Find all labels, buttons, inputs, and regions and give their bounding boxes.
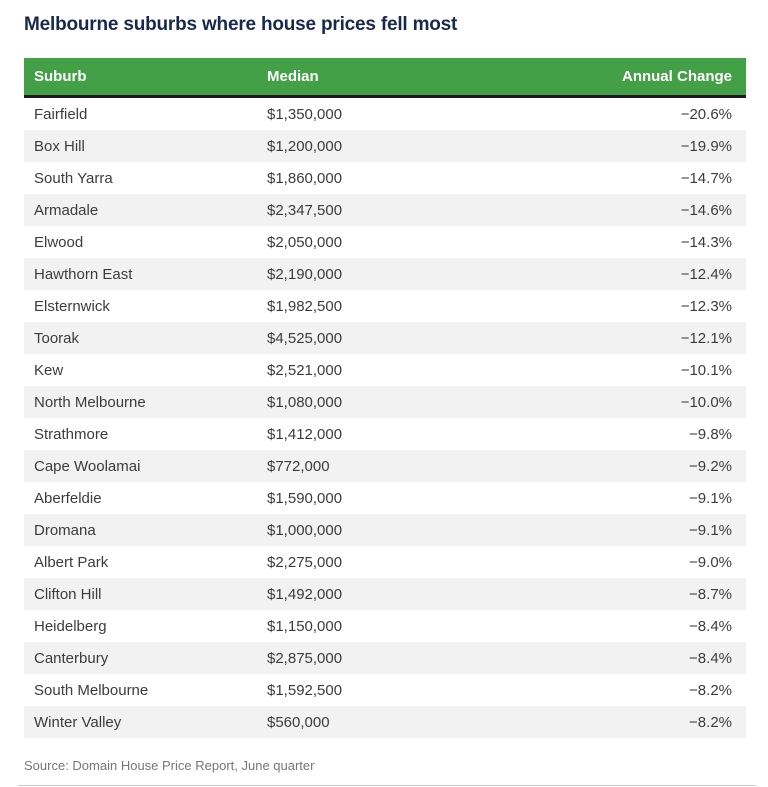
median-cell: $1,982,500 <box>267 297 343 315</box>
table-row: South Melbourne $1,592,500 −8.2% <box>24 674 746 706</box>
suburb-cell: North Melbourne <box>34 393 146 411</box>
median-cell: $4,525,000 <box>267 329 343 347</box>
suburb-cell: Strathmore <box>34 425 109 443</box>
suburb-cell: Box Hill <box>34 137 85 155</box>
suburb-cell: Fairfield <box>34 105 88 123</box>
median-cell: $1,412,000 <box>267 425 343 443</box>
table-row: South Yarra $1,860,000 −14.7% <box>24 162 746 194</box>
change-cell: −8.7% <box>689 585 732 603</box>
house-prices-table: Suburb Median Annual Change Fairfield $1… <box>24 58 746 738</box>
table-body: Fairfield $1,350,000 −20.6% Box Hill $1,… <box>24 98 746 738</box>
median-cell: $2,347,500 <box>267 201 343 219</box>
median-cell: $1,350,000 <box>267 105 343 123</box>
median-cell: $1,000,000 <box>267 521 343 539</box>
table-row: Kew $2,521,000 −10.1% <box>24 354 746 386</box>
suburb-cell: South Yarra <box>34 169 113 187</box>
suburb-cell: Albert Park <box>34 553 109 571</box>
header-cell-suburb: Suburb <box>34 68 87 85</box>
median-cell: $1,080,000 <box>267 393 343 411</box>
suburb-cell: Winter Valley <box>34 713 122 731</box>
source-note: Source: Domain House Price Report, June … <box>24 758 315 773</box>
table-row: Albert Park $2,275,000 −9.0% <box>24 546 746 578</box>
table-row: Box Hill $1,200,000 −19.9% <box>24 130 746 162</box>
suburb-cell: Aberfeldie <box>34 489 102 507</box>
table-row: Toorak $4,525,000 −12.1% <box>24 322 746 354</box>
suburb-cell: South Melbourne <box>34 681 149 699</box>
change-cell: −8.4% <box>689 617 732 635</box>
change-cell: −8.2% <box>689 713 732 731</box>
change-cell: −9.2% <box>689 457 732 475</box>
table-row: Heidelberg $1,150,000 −8.4% <box>24 610 746 642</box>
change-cell: −10.0% <box>680 393 732 411</box>
page-title: Melbourne suburbs where house prices fel… <box>24 14 458 35</box>
median-cell: $2,050,000 <box>267 233 343 251</box>
suburb-cell: Toorak <box>34 329 80 347</box>
median-cell: $1,492,000 <box>267 585 343 603</box>
table-row: North Melbourne $1,080,000 −10.0% <box>24 386 746 418</box>
change-cell: −12.1% <box>680 329 732 347</box>
change-cell: −9.1% <box>689 489 732 507</box>
change-cell: −14.7% <box>680 169 732 187</box>
median-cell: $2,275,000 <box>267 553 343 571</box>
suburb-cell: Cape Woolamai <box>34 457 141 475</box>
change-cell: −12.4% <box>680 265 732 283</box>
table-row: Aberfeldie $1,590,000 −9.1% <box>24 482 746 514</box>
suburb-cell: Kew <box>34 361 64 379</box>
table-header: Suburb Median Annual Change <box>24 58 746 98</box>
bottom-divider <box>18 785 756 786</box>
suburb-cell: Clifton Hill <box>34 585 102 603</box>
change-cell: −9.0% <box>689 553 732 571</box>
change-cell: −8.2% <box>689 681 732 699</box>
table-row: Armadale $2,347,500 −14.6% <box>24 194 746 226</box>
header-cell-annual-change: Annual Change <box>621 68 732 85</box>
median-cell: $2,875,000 <box>267 649 343 667</box>
table-row: Canterbury $2,875,000 −8.4% <box>24 642 746 674</box>
median-cell: $2,190,000 <box>267 265 343 283</box>
suburb-cell: Canterbury <box>34 649 109 667</box>
suburb-cell: Dromana <box>34 521 96 539</box>
table-row: Clifton Hill $1,492,000 −8.7% <box>24 578 746 610</box>
table-row: Strathmore $1,412,000 −9.8% <box>24 418 746 450</box>
change-cell: −12.3% <box>680 297 732 315</box>
median-cell: $1,590,000 <box>267 489 343 507</box>
change-cell: −9.1% <box>689 521 732 539</box>
suburb-cell: Armadale <box>34 201 99 219</box>
suburb-cell: Elwood <box>34 233 84 251</box>
change-cell: −8.4% <box>689 649 732 667</box>
suburb-cell: Hawthorn East <box>34 265 133 283</box>
table-row: Dromana $1,000,000 −9.1% <box>24 514 746 546</box>
change-cell: −19.9% <box>680 137 732 155</box>
table-row: Elsternwick $1,982,500 −12.3% <box>24 290 746 322</box>
change-cell: −10.1% <box>680 361 732 379</box>
change-cell: −14.6% <box>680 201 732 219</box>
median-cell: $1,592,500 <box>267 681 343 699</box>
suburb-cell: Heidelberg <box>34 617 107 635</box>
median-cell: $2,521,000 <box>267 361 343 379</box>
change-cell: −14.3% <box>680 233 732 251</box>
header-cell-median: Median <box>267 68 319 85</box>
table-row: Hawthorn East $2,190,000 −12.4% <box>24 258 746 290</box>
median-cell: $772,000 <box>267 457 330 475</box>
suburb-cell: Elsternwick <box>34 297 110 315</box>
median-cell: $1,860,000 <box>267 169 343 187</box>
median-cell: $560,000 <box>267 713 330 731</box>
table-row: Fairfield $1,350,000 −20.6% <box>24 98 746 130</box>
change-cell: −9.8% <box>689 425 732 443</box>
table-row: Cape Woolamai $772,000 −9.2% <box>24 450 746 482</box>
table-row: Winter Valley $560,000 −8.2% <box>24 706 746 738</box>
median-cell: $1,150,000 <box>267 617 343 635</box>
table-row: Elwood $2,050,000 −14.3% <box>24 226 746 258</box>
change-cell: −20.6% <box>680 105 732 123</box>
median-cell: $1,200,000 <box>267 137 343 155</box>
